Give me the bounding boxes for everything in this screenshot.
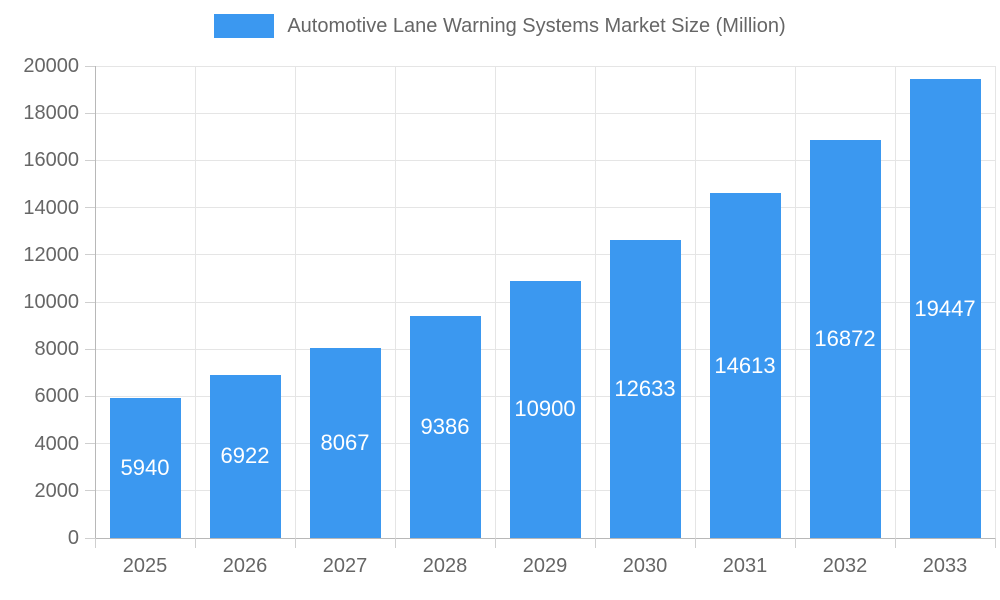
x-tick-mark (894, 538, 896, 548)
y-gridline (95, 65, 995, 67)
x-tick-mark (794, 538, 796, 548)
y-tick-mark (85, 395, 95, 397)
bar-value-label: 16872 (814, 325, 876, 351)
x-gridline (894, 66, 896, 538)
bar-value-label: 9386 (420, 414, 470, 440)
x-tick-mark (694, 538, 696, 548)
x-tick-mark (394, 538, 396, 548)
y-tick-mark (85, 301, 95, 303)
bar-2030[interactable]: 12633 (609, 239, 681, 538)
y-axis-tick-label: 12000 (23, 243, 79, 266)
legend-label: Automotive Lane Warning Systems Market S… (287, 14, 786, 37)
y-tick-mark (85, 159, 95, 161)
x-tick-mark (294, 538, 296, 548)
bar-value-label: 14613 (714, 352, 776, 378)
y-tick-mark (85, 254, 95, 256)
y-axis-tick-label: 0 (67, 527, 79, 549)
x-axis-tick-label: 2025 (122, 555, 168, 577)
bar-2025[interactable]: 5940 (109, 397, 181, 538)
x-gridline (494, 66, 496, 538)
x-axis-tick-label: 2033 (922, 555, 968, 577)
y-axis-tick-label: 10000 (23, 291, 79, 313)
y-axis-tick-label: 18000 (23, 102, 79, 125)
y-axis-tick-label: 6000 (34, 385, 80, 408)
bar-value-label: 12633 (614, 375, 676, 401)
x-axis-tick-label: 2027 (322, 555, 368, 577)
y-tick-mark (85, 490, 95, 492)
y-tick-mark (85, 207, 95, 209)
x-tick-mark (494, 538, 496, 548)
x-tick-mark (94, 538, 96, 548)
bar-2026[interactable]: 6922 (209, 374, 281, 538)
bar-2031[interactable]: 14613 (709, 193, 781, 538)
y-tick-mark (85, 537, 95, 539)
bar-value-label: 10900 (514, 396, 576, 422)
x-axis-tick-label: 2029 (522, 555, 568, 577)
x-gridline (194, 66, 196, 538)
x-tick-mark (194, 538, 196, 548)
bar-2033[interactable]: 19447 (909, 79, 981, 538)
x-axis-tick-label: 2028 (422, 555, 468, 577)
y-tick-mark (85, 348, 95, 350)
x-gridline (394, 66, 396, 538)
legend-swatch (214, 14, 275, 38)
bar-value-label: 5940 (120, 454, 170, 480)
x-axis-tick-label: 2026 (222, 555, 268, 577)
y-gridline (95, 112, 995, 114)
y-tick-mark (85, 443, 95, 445)
bar-2027[interactable]: 8067 (309, 347, 381, 538)
y-gridline (95, 207, 995, 209)
y-gridline (95, 254, 995, 256)
y-axis-line (94, 66, 96, 538)
x-gridline (994, 66, 996, 538)
x-gridline (594, 66, 596, 538)
x-gridline (694, 66, 696, 538)
x-axis-line (95, 537, 995, 539)
bar-value-label: 6922 (220, 443, 270, 469)
x-gridline (294, 66, 296, 538)
y-axis-tick-label: 8000 (34, 338, 80, 361)
y-axis-tick-label: 20000 (23, 55, 79, 77)
y-tick-mark (85, 65, 95, 67)
x-axis-tick-label: 2030 (622, 555, 668, 577)
x-gridline (794, 66, 796, 538)
y-tick-mark (85, 112, 95, 114)
y-gridline (95, 159, 995, 161)
x-axis-tick-label: 2031 (722, 555, 768, 577)
x-axis-tick-label: 2032 (822, 555, 868, 577)
y-axis-tick-label: 16000 (23, 149, 79, 172)
bar-2029[interactable]: 10900 (509, 280, 581, 538)
bar-value-label: 19447 (914, 295, 976, 321)
y-axis-tick-label: 2000 (34, 479, 80, 502)
legend-item[interactable]: Automotive Lane Warning Systems Market S… (0, 14, 1000, 38)
y-axis-tick-label: 14000 (23, 196, 79, 219)
plot-area: 0 2000 4000 6000 8000 10000 12000 14000 16000 180… (23, 55, 996, 577)
x-tick-mark (994, 538, 996, 548)
bar-2032[interactable]: 16872 (809, 139, 881, 538)
x-tick-mark (594, 538, 596, 548)
bar-2028[interactable]: 9386 (409, 316, 481, 538)
y-axis-tick-label: 4000 (34, 432, 80, 455)
bar-value-label: 8067 (320, 429, 370, 455)
